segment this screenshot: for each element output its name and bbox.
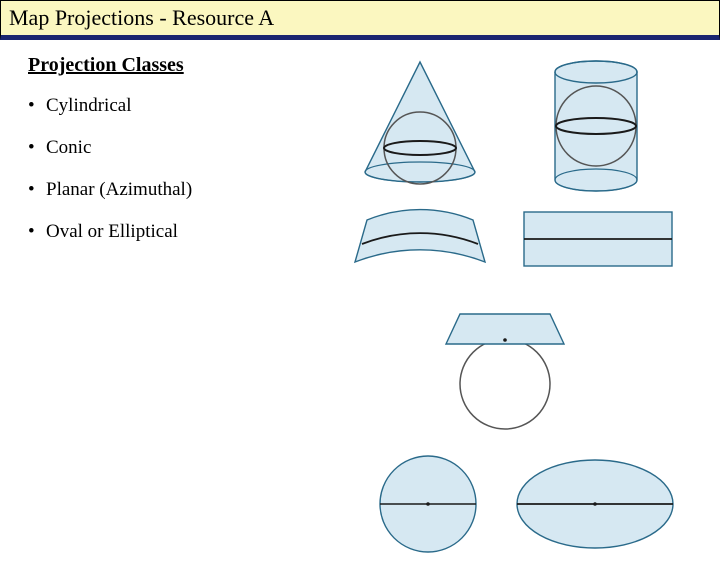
planar-diagram-icon <box>430 302 580 442</box>
cylinder-diagram-icon <box>525 54 670 199</box>
title-bar: Map Projections - Resource A <box>0 0 720 40</box>
cone-flat-icon <box>340 204 500 276</box>
list-item: Cylindrical <box>28 95 310 117</box>
bullet-list: Cylindrical Conic Planar (Azimuthal) Ova… <box>28 95 310 243</box>
section-heading: Projection Classes <box>28 54 310 77</box>
diagram-column <box>310 54 720 263</box>
list-item: Oval or Elliptical <box>28 221 310 243</box>
list-item: Planar (Azimuthal) <box>28 179 310 201</box>
content-area: Projection Classes Cylindrical Conic Pla… <box>0 40 720 263</box>
text-column: Projection Classes Cylindrical Conic Pla… <box>0 54 310 263</box>
cone-diagram-icon <box>350 54 490 199</box>
diagram-area <box>310 54 690 524</box>
oval-circle-icon <box>370 452 490 564</box>
page-title: Map Projections - Resource A <box>9 5 274 30</box>
oval-ellipse-icon <box>510 452 690 564</box>
list-item: Conic <box>28 137 310 159</box>
rect-flat-icon <box>520 206 678 276</box>
